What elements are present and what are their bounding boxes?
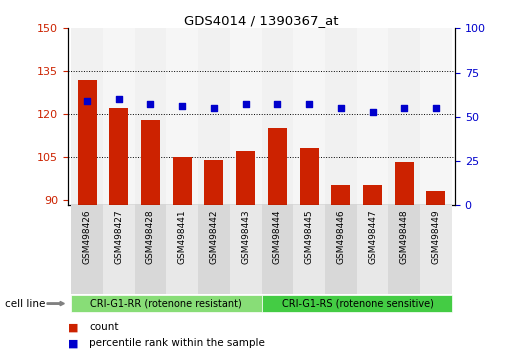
Bar [198,205,230,294]
Bar [389,28,420,205]
Point [400,105,408,111]
Bar [77,80,97,205]
Text: GSM498449: GSM498449 [431,210,440,264]
Bar [268,128,287,205]
Bar [262,28,293,205]
Text: CRI-G1-RR (rotenone resistant): CRI-G1-RR (rotenone resistant) [90,298,242,308]
Point [432,105,440,111]
Text: GSM498442: GSM498442 [209,210,219,264]
Bar [389,205,420,294]
Bar [103,205,134,294]
Text: CRI-G1-RS (rotenone sensitive): CRI-G1-RS (rotenone sensitive) [282,298,434,308]
Point [242,102,250,107]
Bar [109,108,128,205]
Bar [420,205,452,294]
Text: GDS4014 / 1390367_at: GDS4014 / 1390367_at [184,14,339,27]
Text: GSM498444: GSM498444 [273,210,282,264]
Bar [363,185,382,205]
Bar [236,151,255,205]
Text: GSM498443: GSM498443 [241,210,250,264]
Bar [293,205,325,294]
Bar [300,148,319,205]
Text: ■: ■ [68,322,78,332]
Text: GSM498441: GSM498441 [178,210,187,264]
Bar [198,28,230,205]
Bar [204,160,223,205]
Bar [325,28,357,205]
Text: cell line: cell line [5,298,46,309]
Bar [166,205,198,294]
Point [146,102,155,107]
Text: GSM498426: GSM498426 [83,210,92,264]
Text: GSM498447: GSM498447 [368,210,377,264]
Bar [141,120,160,205]
Point [305,102,313,107]
Bar [420,28,452,205]
Bar [331,185,350,205]
Point [210,105,218,111]
Bar [230,28,262,205]
Bar [395,162,414,205]
Bar [426,191,446,205]
Point [273,102,281,107]
Bar [357,28,389,205]
Point [83,98,91,104]
Point [115,96,123,102]
Text: ■: ■ [68,338,78,348]
Bar [134,28,166,205]
Bar [293,28,325,205]
Bar [134,205,166,294]
Point [337,105,345,111]
Point [368,109,377,114]
Text: percentile rank within the sample: percentile rank within the sample [89,338,265,348]
Bar [103,28,134,205]
Bar [71,205,103,294]
Text: GSM498428: GSM498428 [146,210,155,264]
Text: GSM498427: GSM498427 [114,210,123,264]
Bar [173,157,192,205]
Bar [230,205,262,294]
Bar [71,28,103,205]
Bar [262,205,293,294]
Bar [262,295,452,312]
Text: count: count [89,322,118,332]
Point [178,103,186,109]
Bar [166,28,198,205]
Text: GSM498448: GSM498448 [400,210,409,264]
Bar [71,295,262,312]
Bar [357,205,389,294]
Bar [325,205,357,294]
Text: GSM498446: GSM498446 [336,210,345,264]
Text: GSM498445: GSM498445 [304,210,314,264]
